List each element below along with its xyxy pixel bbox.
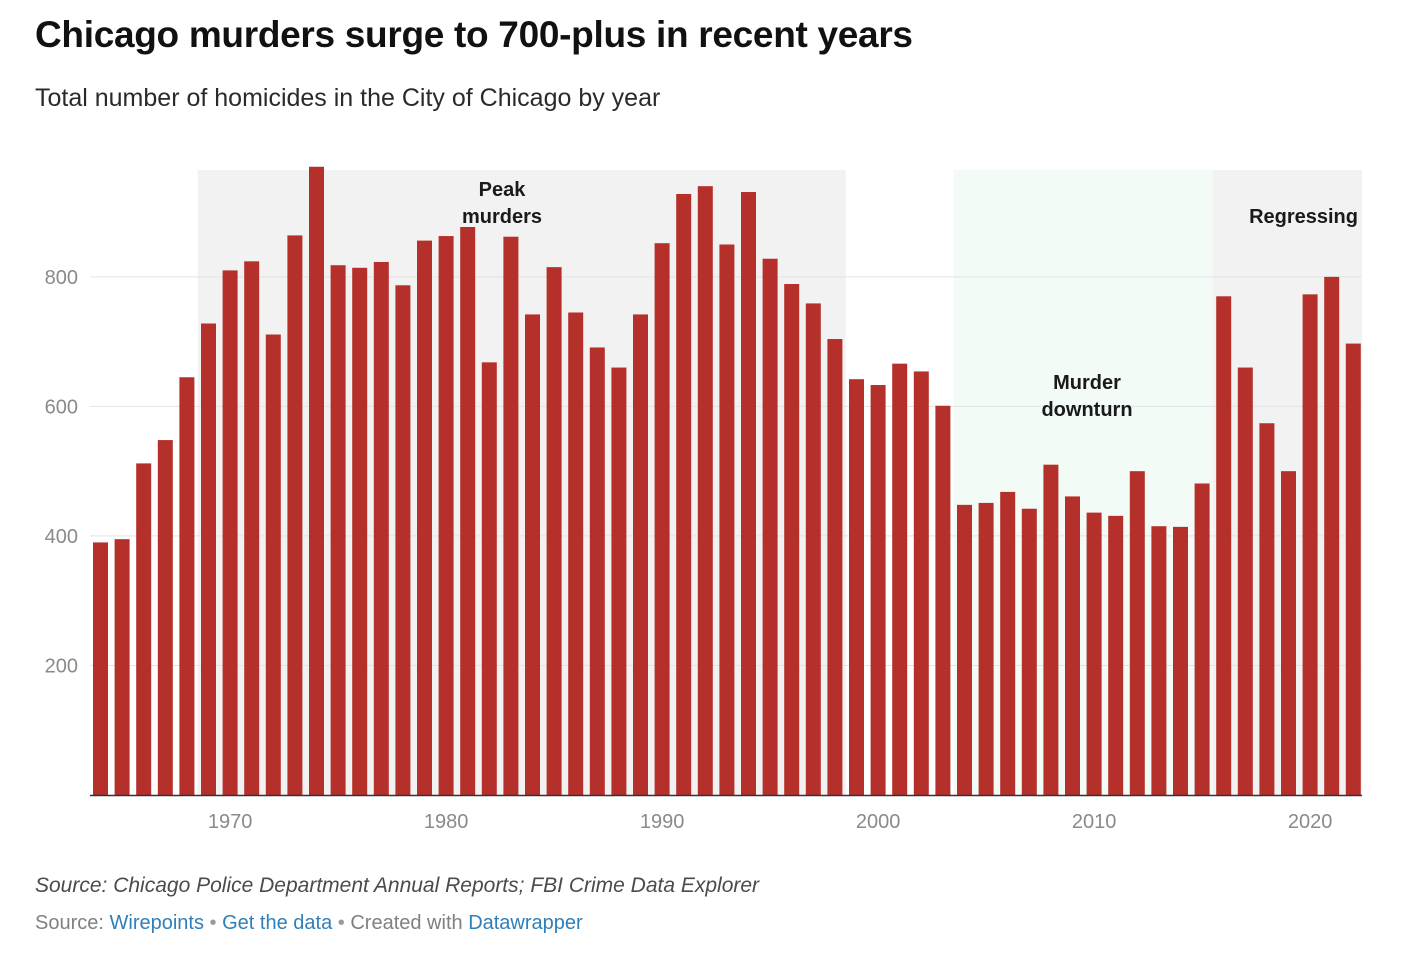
x-tick-label: 2010 <box>1072 811 1117 833</box>
bar <box>697 186 713 795</box>
axes: 200 400 600 800 1970 1980 1990 2000 2010 2020 <box>45 267 1362 833</box>
bar <box>741 192 756 795</box>
annotation-label: Regressing <box>1249 206 1358 228</box>
bar <box>1151 526 1167 795</box>
bar <box>784 283 800 795</box>
footer-separator: • <box>209 912 217 934</box>
source-note: Source: Chicago Police Department Annual… <box>35 874 760 897</box>
footer: Source: Wirepoints • Get the data • Crea… <box>35 912 583 935</box>
bar <box>935 405 951 795</box>
bar <box>1302 294 1318 795</box>
bar <box>892 363 908 795</box>
bar <box>633 314 648 795</box>
annotation-band <box>953 170 1213 795</box>
annotation-label-line: Regressing <box>1249 206 1358 228</box>
annotation-label: Murder downturn <box>1041 372 1132 421</box>
bar <box>1281 471 1296 795</box>
bar <box>373 261 389 796</box>
get-the-data-link[interactable]: Get the data <box>222 912 333 934</box>
annotation-band <box>197 170 846 795</box>
source-label: Source: <box>35 912 104 934</box>
x-tick-label: 1990 <box>640 811 685 833</box>
bar <box>157 440 173 795</box>
bar <box>827 339 843 795</box>
bar <box>849 379 864 795</box>
bar <box>481 362 497 795</box>
bar <box>352 267 368 795</box>
bar <box>525 314 540 795</box>
bar <box>201 323 216 795</box>
footer-separator: • <box>337 912 345 934</box>
bar <box>611 367 627 795</box>
bar <box>1216 296 1232 795</box>
bar <box>93 542 108 795</box>
bar <box>265 334 281 795</box>
annotation-label-line: downturn <box>1041 399 1132 421</box>
x-tick-label: 2020 <box>1288 811 1333 833</box>
bar <box>179 377 195 795</box>
bar-chart: Peak murders Murder downturn Regressing 200 4… <box>45 166 1362 833</box>
bar <box>417 240 432 796</box>
annotation-label-line: Peak <box>479 179 527 201</box>
bar <box>438 236 454 795</box>
bar <box>1021 508 1037 795</box>
bar <box>913 371 929 795</box>
bar <box>1173 526 1188 795</box>
annotation-label: Peak murders <box>462 179 542 228</box>
y-tick-label: 800 <box>45 267 78 289</box>
created-with-label: Created with <box>350 912 463 934</box>
bar <box>1259 423 1275 795</box>
x-tick-label: 1970 <box>208 811 253 833</box>
datawrapper-link[interactable]: Datawrapper <box>468 912 583 934</box>
y-tick-label: 400 <box>45 526 78 548</box>
x-tick-label: 2000 <box>856 811 901 833</box>
x-tick-label: 1980 <box>424 811 469 833</box>
bar <box>1000 491 1016 795</box>
bars <box>93 166 1361 796</box>
bar <box>957 504 972 795</box>
bar <box>654 243 670 795</box>
bar <box>805 303 821 795</box>
bar <box>1129 471 1145 795</box>
bar <box>136 463 152 795</box>
bar <box>870 385 886 795</box>
bar <box>568 312 584 795</box>
bar <box>589 347 605 795</box>
bar <box>244 261 260 795</box>
chart-title: Chicago murders surge to 700-plus in rec… <box>35 14 913 55</box>
annotation-label-line: Murder <box>1053 372 1121 394</box>
bar <box>309 166 324 795</box>
bar <box>114 539 130 795</box>
bar <box>762 258 778 795</box>
bar <box>222 270 238 795</box>
bar <box>719 244 735 795</box>
bar <box>330 265 346 795</box>
chart-subtitle: Total number of homicides in the City of… <box>35 84 661 112</box>
bar <box>503 236 519 795</box>
bar <box>1086 512 1102 795</box>
annotation-labels: Peak murders Murder downturn Regressing <box>462 179 1358 421</box>
bar <box>1345 343 1361 795</box>
bar <box>1043 464 1059 795</box>
wirepoints-link[interactable]: Wirepoints <box>109 912 204 934</box>
y-tick-label: 600 <box>45 396 78 418</box>
bar <box>1324 276 1340 795</box>
bar <box>460 226 476 795</box>
bar <box>1237 367 1253 795</box>
bar <box>1108 515 1124 795</box>
bar <box>978 502 994 795</box>
y-tick-label: 200 <box>45 655 78 677</box>
bar <box>676 193 692 795</box>
bar <box>395 285 411 795</box>
bar <box>287 235 303 796</box>
annotation-label-line: murders <box>462 206 542 228</box>
bar <box>546 267 562 795</box>
bar <box>1065 496 1080 795</box>
bar <box>1194 483 1210 795</box>
